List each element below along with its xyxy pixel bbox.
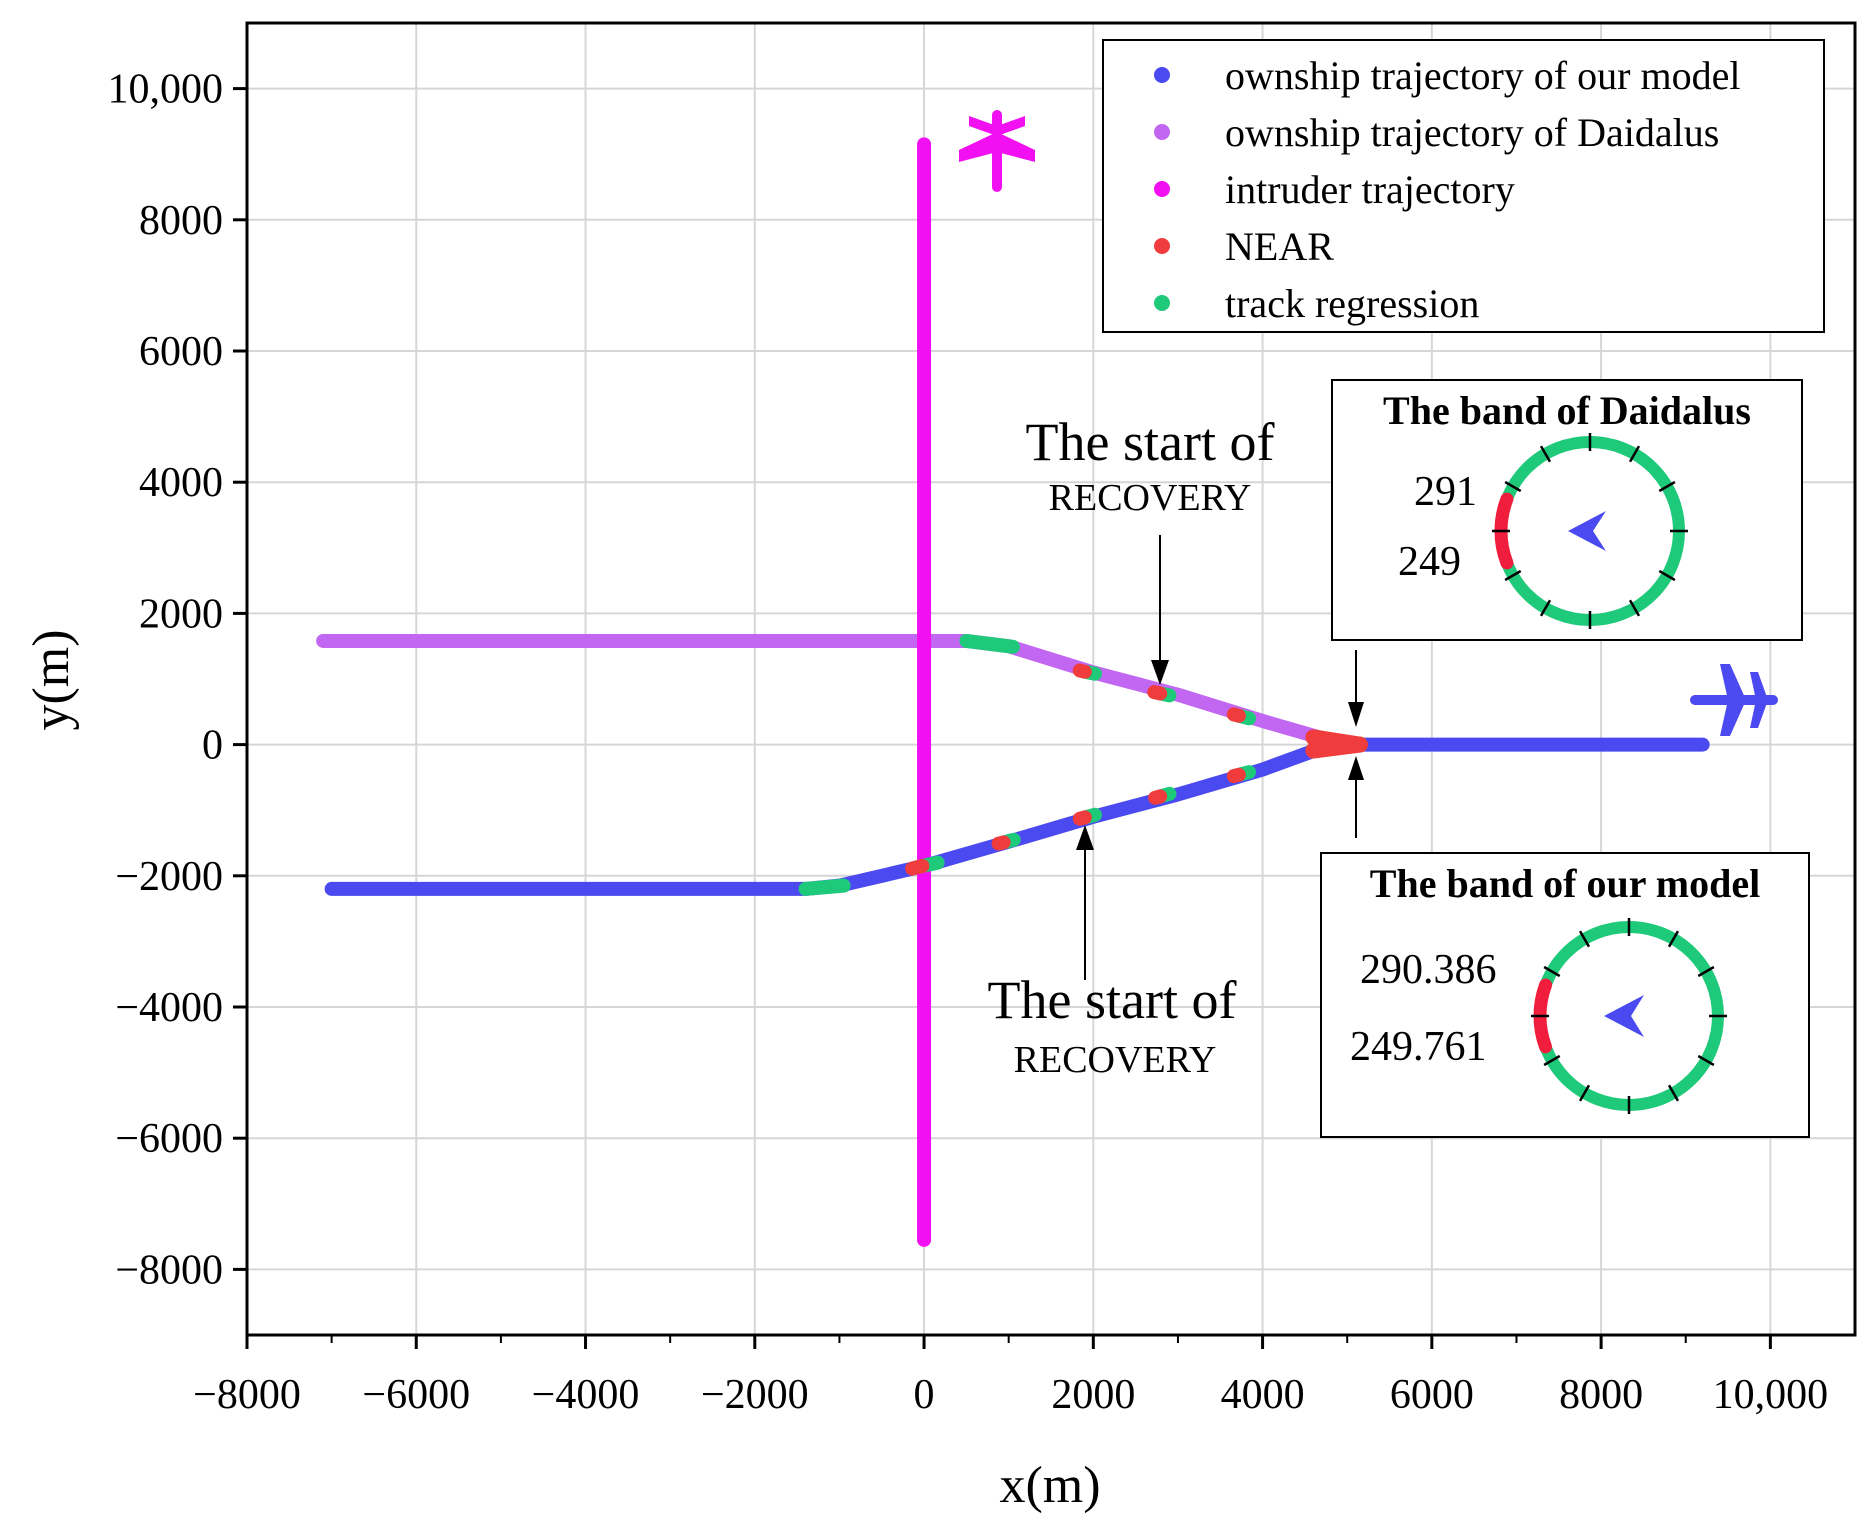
y-tick-label: −2000 xyxy=(115,854,223,900)
compass-tick xyxy=(1667,930,1680,948)
compass-tick xyxy=(1578,930,1591,948)
compass-tick xyxy=(1578,1084,1591,1102)
legend-marker xyxy=(1154,67,1170,83)
band-upper-value: 290.386 xyxy=(1360,947,1497,993)
x-tick-label: 2000 xyxy=(1051,1372,1135,1418)
legend-item: intruder trajectory xyxy=(1154,167,1515,212)
plot-frame xyxy=(245,21,1857,1337)
legend-item: ownship trajectory of our model xyxy=(1154,53,1740,98)
y-tick-label: 10,000 xyxy=(108,67,224,113)
compass-tick xyxy=(1658,480,1676,493)
near-segment xyxy=(905,858,930,876)
x-tick-label: 6000 xyxy=(1390,1372,1474,1418)
legend-marker xyxy=(1154,124,1170,140)
legend-item: NEAR xyxy=(1154,224,1334,269)
x-tick-label: 8000 xyxy=(1559,1372,1643,1418)
compass-tick xyxy=(1667,1084,1680,1102)
y-tick-label: 0 xyxy=(202,723,223,769)
compass-tick xyxy=(1543,1054,1561,1067)
band-box-frame xyxy=(1331,379,1803,641)
compass-tick xyxy=(1504,569,1522,582)
near-segment xyxy=(1226,707,1246,723)
compass-tick xyxy=(1504,480,1522,493)
legend-item: ownship trajectory of Daidalus xyxy=(1154,110,1719,155)
legend-label: track regression xyxy=(1225,281,1479,326)
band-compass-ring xyxy=(1492,433,1688,629)
compass-tick xyxy=(1539,599,1552,617)
y-tick-label: 8000 xyxy=(139,198,223,244)
x-tick-label: −8000 xyxy=(193,1372,301,1418)
annotation-arrowhead xyxy=(1076,825,1094,850)
band-box-our-model: The band of our model 290.386 249.761 xyxy=(1320,852,1810,1138)
annotation-recovery-our-model: The start of RECOVERY xyxy=(988,825,1237,1081)
series-daidalus-trajectory xyxy=(316,633,1367,752)
near-segment xyxy=(1305,736,1368,759)
ownship-airplane-icon xyxy=(1690,664,1778,736)
annotation-line1: The start of xyxy=(1026,412,1275,472)
band-lower-value: 249 xyxy=(1398,539,1461,585)
track-regression-segment xyxy=(798,878,851,896)
data-layer xyxy=(316,137,1710,1247)
x-tick-label: −4000 xyxy=(532,1372,640,1418)
x-tick-label: −6000 xyxy=(362,1372,470,1418)
legend-label: NEAR xyxy=(1225,224,1334,269)
compass-tick xyxy=(1697,1054,1715,1067)
legend-marker xyxy=(1154,238,1170,254)
tick-labels: −8000 −6000 −4000 −2000 0 2000 4000 6000 8000 10,… xyxy=(108,67,1829,1418)
convergence-arrows xyxy=(1348,650,1364,838)
heading-arrow-icon xyxy=(1604,995,1644,1037)
near-segment xyxy=(1072,663,1092,679)
compass-tick xyxy=(1628,445,1641,463)
annotation-line2: RECOVERY xyxy=(1014,1039,1217,1081)
heading-arrow-icon xyxy=(1568,511,1606,551)
legend-label: ownship trajectory of our model xyxy=(1225,53,1740,98)
y-tick-label: 6000 xyxy=(139,329,223,375)
y-tick-label: −6000 xyxy=(115,1116,223,1162)
compass-tick xyxy=(1539,445,1552,463)
annotation-line1: The start of xyxy=(988,970,1237,1030)
compass-tick xyxy=(1697,965,1715,978)
legend-label: ownship trajectory of Daidalus xyxy=(1225,110,1719,155)
y-tick-label: 2000 xyxy=(139,591,223,637)
x-tick-label: −2000 xyxy=(701,1372,809,1418)
band-title: The band of Daidalus xyxy=(1383,388,1751,433)
y-tick-label: 4000 xyxy=(139,460,223,506)
compass-tick xyxy=(1543,965,1561,978)
annotation-recovery-daidalus: The start of RECOVERY xyxy=(1026,412,1275,685)
near-segment xyxy=(1226,767,1246,784)
legend-label: intruder trajectory xyxy=(1225,167,1515,212)
compass-tick xyxy=(1628,599,1641,617)
band-upper-value: 291 xyxy=(1414,469,1477,515)
band-box-frame xyxy=(1320,852,1810,1138)
y-tick-label: −4000 xyxy=(115,985,223,1031)
x-tick-label: 0 xyxy=(914,1372,935,1418)
x-axis-title: x(m) xyxy=(999,1457,1100,1513)
axis-ticks xyxy=(233,87,1772,1349)
band-box-daidalus: The band of Daidalus 291 249 xyxy=(1331,379,1803,641)
track-regression-segment xyxy=(959,633,1020,654)
band-compass-ring xyxy=(1531,918,1727,1114)
band-lower-value: 249.761 xyxy=(1350,1024,1487,1070)
near-segment xyxy=(1147,685,1168,701)
near-segment xyxy=(1148,789,1168,805)
y-tick-label: −8000 xyxy=(115,1247,223,1293)
legend: ownship trajectory of our model ownship … xyxy=(1102,39,1825,333)
legend-item: track regression xyxy=(1154,281,1479,326)
intruder-airplane-icon xyxy=(959,110,1035,192)
x-tick-label: 10,000 xyxy=(1713,1372,1829,1418)
legend-marker xyxy=(1154,181,1170,197)
x-tick-label: 4000 xyxy=(1221,1372,1305,1418)
compass-tick xyxy=(1658,569,1676,582)
annotation-line2: RECOVERY xyxy=(1049,477,1252,519)
y-axis-title: y(m) xyxy=(23,629,80,730)
legend-frame xyxy=(1102,39,1825,333)
legend-marker xyxy=(1154,295,1170,311)
near-segment xyxy=(1072,810,1092,826)
near-segment xyxy=(991,835,1011,851)
band-title: The band of our model xyxy=(1370,861,1760,906)
annotation-arrowhead xyxy=(1151,660,1169,685)
